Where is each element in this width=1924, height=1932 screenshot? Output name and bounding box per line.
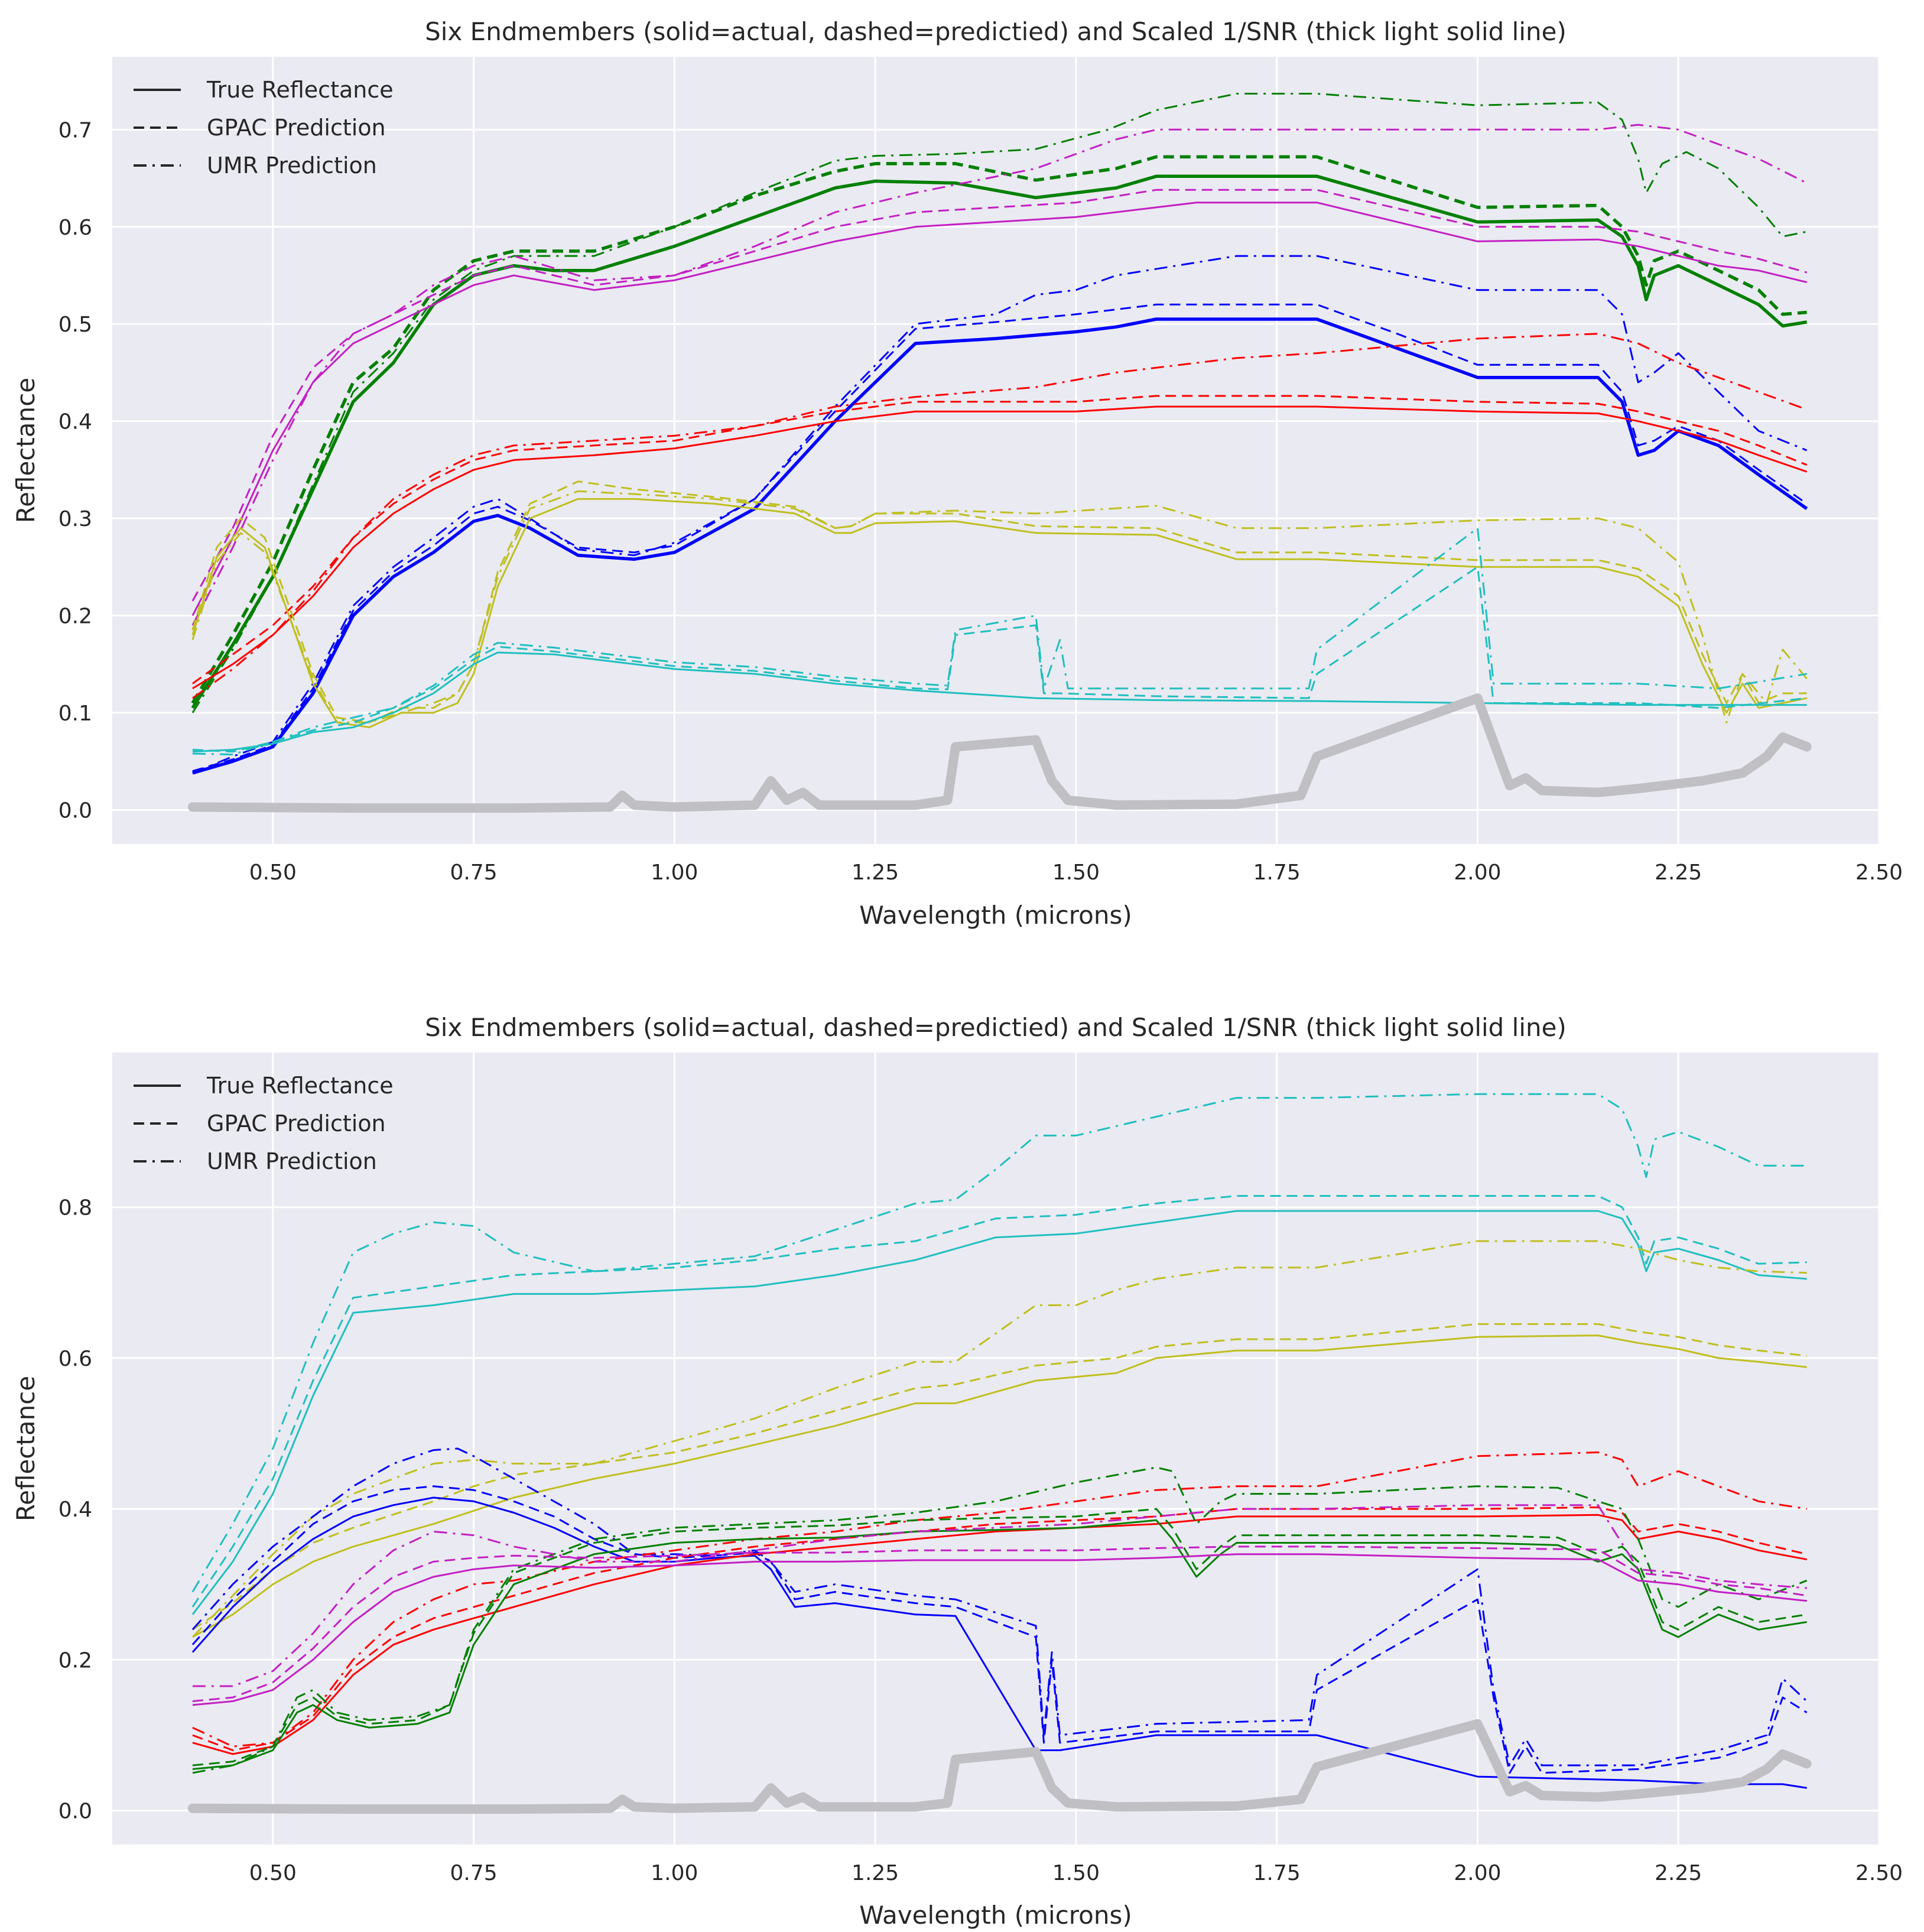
x-tick-label: 2.25 <box>1655 1861 1702 1885</box>
series-line-magenta-true <box>191 202 1808 616</box>
legend: True Reflectance GPAC Prediction UMR Predi… <box>134 77 394 178</box>
chart-1: 0.50 0.75 1.00 1.25 1.50 1.75 2.00 2.25 2.50 0.0 0… <box>11 17 1903 930</box>
series-line-blue-gpac <box>192 303 1808 772</box>
series-line-cyan-true <box>191 1210 1807 1615</box>
legend-label: UMR Prediction <box>207 1148 377 1174</box>
plot-area <box>112 1053 1879 1845</box>
x-tick-label: 1.50 <box>1052 1861 1100 1885</box>
y-axis-label: Reflectance <box>11 1376 40 1521</box>
x-tick-label: 2.50 <box>1855 861 1903 885</box>
series-line-yellow-gpac <box>191 480 1807 723</box>
x-axis-label: Wavelength (microns) <box>859 1901 1132 1930</box>
series-line-blue-gpac <box>191 1485 1808 1774</box>
y-tick-label: 0.1 <box>58 702 92 726</box>
legend-label: GPAC Prediction <box>207 115 386 141</box>
x-tick-label: 0.50 <box>249 861 297 885</box>
x-tick-label: 2.00 <box>1454 861 1501 885</box>
x-tick-label: 1.00 <box>651 1861 698 1885</box>
series-line-green-true <box>192 1519 1807 1770</box>
series-line-green-true <box>191 174 1808 709</box>
series-line-cyan-true <box>192 651 1807 753</box>
series-line-yellow-true <box>192 1334 1807 1638</box>
plot-area <box>112 57 1879 844</box>
y-tick-label: 0.6 <box>58 1347 92 1371</box>
series-line-yellow-umr <box>191 1240 1807 1638</box>
x-tick-label: 1.50 <box>1052 861 1100 885</box>
series-line-red-umr <box>192 333 1808 699</box>
y-tick-label: 0.7 <box>58 118 92 142</box>
x-tick-label: 1.75 <box>1253 1861 1301 1885</box>
y-tick-label: 0.4 <box>58 1498 92 1522</box>
series-line-green-gpac <box>191 155 1807 704</box>
legend-label: True Reflectance <box>206 1073 394 1099</box>
series-line-cyan-umr <box>191 1093 1807 1593</box>
series-line-green-umr <box>192 1466 1808 1774</box>
y-tick-label: 0.5 <box>58 313 92 337</box>
y-tick-label: 0.0 <box>58 798 92 823</box>
chart-title: Six Endmembers (solid=actual, dashed=pre… <box>425 1013 1566 1042</box>
legend-label: GPAC Prediction <box>207 1111 386 1137</box>
x-tick-label: 1.25 <box>852 861 899 885</box>
x-tick-label: 2.25 <box>1655 861 1702 885</box>
chart-title: Six Endmembers (solid=actual, dashed=pre… <box>425 17 1566 46</box>
y-tick-label: 0.2 <box>58 1648 92 1673</box>
y-tick-label: 0.4 <box>58 410 92 434</box>
series-line-magenta-umr <box>192 1504 1807 1687</box>
series-line-magenta-gpac <box>191 189 1808 602</box>
series-line-red-true <box>192 1514 1807 1755</box>
chart-2: 0.50 0.75 1.00 1.25 1.50 1.75 2.00 2.25 2.50 0.0 0… <box>11 1013 1903 1930</box>
series-line-blue-umr <box>191 1447 1808 1767</box>
legend: True Reflectance GPAC Prediction UMR Predi… <box>134 1073 394 1174</box>
series-group <box>187 93 1812 813</box>
series-line-magenta-umr <box>191 124 1808 626</box>
series-line-blue-true <box>192 317 1808 775</box>
series-line-blue-umr <box>192 255 1808 774</box>
y-tick-label: 0.8 <box>58 1196 92 1220</box>
x-tick-label: 1.00 <box>651 861 698 885</box>
series-line-scaled-1-snr <box>187 1719 1812 1814</box>
x-tick-label: 0.75 <box>450 1861 498 1885</box>
x-tick-label: 1.25 <box>852 1861 899 1885</box>
x-tick-label: 0.50 <box>249 1861 297 1885</box>
x-tick-label: 1.75 <box>1253 861 1301 885</box>
y-tick-label: 0.0 <box>58 1800 92 1824</box>
x-tick-label: 2.50 <box>1855 1861 1903 1885</box>
y-axis-label: Reflectance <box>11 378 40 523</box>
series-line-red-true <box>192 405 1808 690</box>
legend-label: True Reflectance <box>206 77 394 103</box>
series-line-magenta-gpac <box>192 1545 1807 1702</box>
x-tick-label: 2.00 <box>1454 1861 1501 1885</box>
series-line-yellow-umr <box>191 490 1808 723</box>
series-line-yellow-gpac <box>192 1323 1807 1631</box>
series-group <box>187 1093 1812 1814</box>
x-axis-label: Wavelength (microns) <box>859 901 1132 930</box>
series-line-cyan-gpac <box>192 566 1807 753</box>
series-line-magenta-true <box>192 1553 1807 1706</box>
series-line-cyan-gpac <box>191 1195 1807 1608</box>
y-tick-label: 0.2 <box>58 605 92 629</box>
series-line-scaled-1-snr <box>187 693 1812 813</box>
series-line-cyan-umr <box>192 527 1807 756</box>
y-tick-label: 0.3 <box>58 507 92 531</box>
x-tick-label: 0.75 <box>450 861 498 885</box>
y-tick-label: 0.6 <box>58 216 92 240</box>
legend-label: UMR Prediction <box>207 152 377 178</box>
